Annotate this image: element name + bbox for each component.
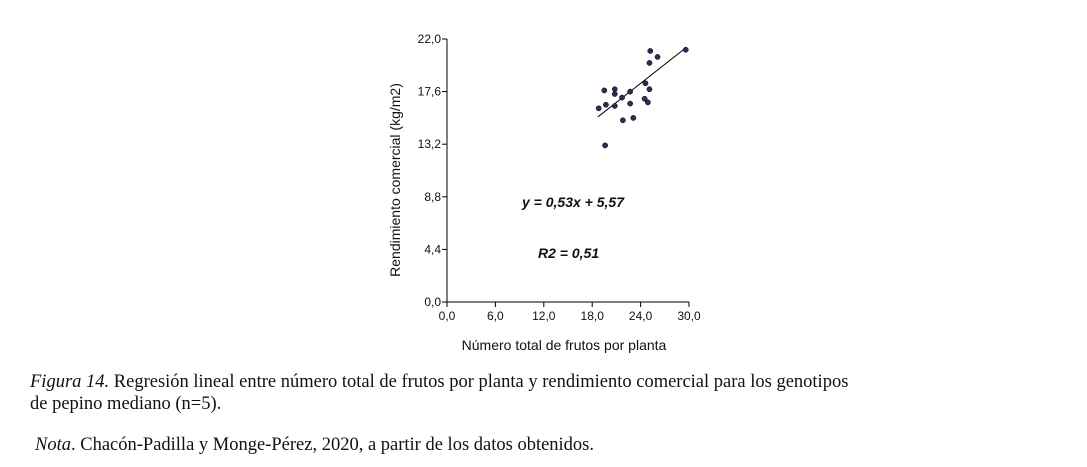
scatter-chart: 0,0 6,0 12,0 18,0 24,0 30,0 0,0 4,4 8,8 13,2 17,6 2… xyxy=(387,32,701,353)
x-tick-label: 0,0 xyxy=(439,309,456,323)
y-tick-label: 13,2 xyxy=(418,137,442,151)
x-tick-label: 12,0 xyxy=(532,309,556,323)
data-point xyxy=(647,48,654,54)
y-tick-label: 17,6 xyxy=(418,85,442,99)
x-axis-label: Número total de frutos por planta xyxy=(462,337,667,353)
equation-annotation: y = 0,53x + 5,57 xyxy=(521,194,625,210)
y-tick-label: 22,0 xyxy=(418,32,442,46)
marks xyxy=(595,46,689,149)
data-point xyxy=(619,94,625,101)
y-tick-label: 4,4 xyxy=(424,242,441,256)
data-point xyxy=(611,86,618,93)
data-point xyxy=(646,60,653,66)
data-point xyxy=(603,101,609,108)
caption-line-1: Regresión lineal entre número total de f… xyxy=(109,372,849,392)
data-point xyxy=(595,105,602,112)
data-point xyxy=(646,86,653,93)
data-point xyxy=(642,80,649,87)
figure-note: Nota. Chacón-Padilla y Monge-Pérez, 2020… xyxy=(35,434,594,456)
axes: 0,0 6,0 12,0 18,0 24,0 30,0 0,0 4,4 8,8 13,2 17,6 2… xyxy=(418,32,701,323)
data-point xyxy=(601,87,608,94)
data-point xyxy=(682,46,689,53)
data-point xyxy=(620,117,626,124)
figure-caption: Figura 14. Regresión lineal entre número… xyxy=(30,371,848,415)
r2-annotation: R2 = 0,51 xyxy=(538,245,599,261)
x-tick-label: 6,0 xyxy=(487,309,504,323)
regression-line xyxy=(597,47,687,118)
y-tick-label: 8,8 xyxy=(424,190,441,204)
x-tick-label: 30,0 xyxy=(677,309,701,323)
data-point xyxy=(611,103,618,109)
data-point xyxy=(627,88,633,95)
note-text: . Chacón-Padilla y Monge-Pérez, 2020, a … xyxy=(70,435,595,455)
note-label: Nota xyxy=(35,435,71,455)
data-point xyxy=(602,142,608,149)
data-point xyxy=(627,100,633,107)
y-tick-label: 0,0 xyxy=(424,295,441,309)
figure-label: Figura 14. xyxy=(30,372,110,392)
data-point xyxy=(641,95,648,102)
data-point xyxy=(645,99,651,106)
x-tick-label: 24,0 xyxy=(629,309,653,323)
caption-line-2: de pepino mediano (n=5). xyxy=(30,394,222,414)
data-point xyxy=(654,54,661,60)
x-tick-label: 18,0 xyxy=(581,309,605,323)
y-axis-label: Rendimiento comercial (kg/m2) xyxy=(387,83,403,277)
data-point xyxy=(611,91,618,97)
data-point xyxy=(630,115,637,121)
